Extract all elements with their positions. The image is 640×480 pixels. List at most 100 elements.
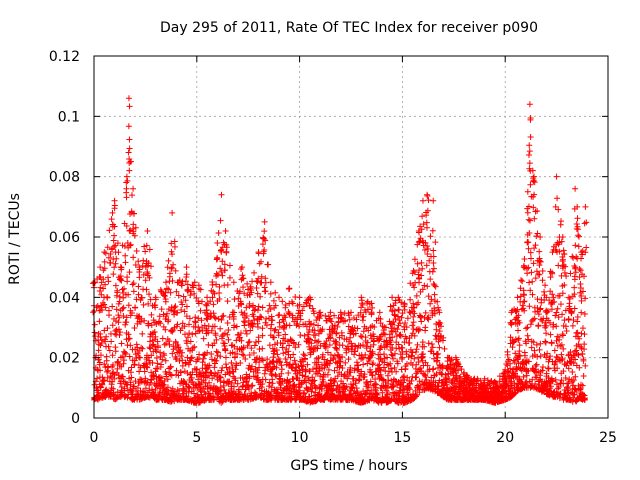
data-point — [352, 380, 359, 387]
data-point — [531, 215, 538, 222]
x-tick-label: 0 — [90, 430, 99, 446]
data-point — [112, 348, 119, 355]
data-point — [240, 379, 247, 386]
data-point — [260, 357, 267, 364]
data-point — [369, 372, 376, 379]
data-point — [279, 344, 286, 351]
data-point — [436, 344, 443, 351]
data-point — [526, 160, 533, 167]
data-point — [420, 242, 427, 249]
data-point — [574, 223, 581, 230]
data-point — [311, 310, 318, 317]
data-point — [367, 366, 374, 373]
data-point — [572, 185, 579, 192]
data-point — [296, 294, 303, 301]
data-point — [96, 307, 103, 314]
data-point — [184, 334, 191, 341]
data-point — [160, 323, 167, 330]
data-point — [549, 249, 556, 256]
data-point — [348, 309, 354, 316]
data-point — [262, 237, 269, 244]
data-point — [509, 337, 516, 344]
data-point — [221, 267, 228, 274]
data-point — [265, 261, 272, 268]
data-point — [358, 356, 365, 363]
data-point — [252, 306, 259, 313]
data-point — [282, 302, 289, 309]
data-point — [425, 340, 432, 347]
data-point — [151, 319, 158, 326]
data-point — [123, 194, 130, 201]
data-point — [539, 268, 546, 275]
data-point — [578, 330, 585, 337]
data-point — [228, 379, 235, 386]
data-point — [536, 248, 543, 255]
data-point — [525, 203, 532, 210]
data-point — [423, 224, 430, 231]
data-point — [142, 277, 149, 284]
data-point — [342, 386, 349, 393]
data-point — [581, 341, 588, 348]
data-point — [514, 294, 521, 301]
data-point — [190, 282, 197, 289]
data-point — [442, 371, 449, 378]
data-point — [153, 348, 160, 355]
data-point — [151, 329, 158, 336]
x-tick-label: 25 — [599, 430, 617, 446]
data-point — [385, 377, 392, 384]
data-point — [125, 291, 132, 298]
data-point — [126, 242, 133, 249]
data-point — [481, 375, 488, 382]
data-point — [160, 381, 167, 388]
data-point — [293, 322, 300, 329]
data-point — [265, 383, 272, 390]
data-point — [119, 286, 126, 293]
data-point — [111, 232, 118, 239]
data-point — [148, 311, 155, 318]
data-point — [312, 332, 319, 339]
data-point — [96, 318, 103, 325]
data-point — [216, 290, 223, 297]
data-point — [315, 338, 322, 345]
data-point — [137, 319, 144, 326]
data-point — [535, 271, 542, 278]
data-point — [128, 374, 135, 381]
data-point — [225, 336, 232, 343]
data-point — [415, 227, 422, 234]
data-point — [258, 356, 265, 363]
data-point — [123, 173, 130, 180]
data-point — [267, 306, 274, 313]
data-point — [448, 356, 455, 363]
data-point — [257, 313, 264, 320]
data-point — [204, 294, 211, 301]
data-point — [555, 314, 562, 321]
data-point — [536, 271, 543, 278]
data-point — [571, 273, 578, 280]
data-point — [278, 362, 285, 369]
data-point — [127, 227, 134, 234]
data-point — [128, 310, 135, 317]
data-point — [533, 374, 540, 381]
data-point — [206, 390, 213, 397]
data-point — [348, 346, 355, 353]
data-point — [217, 325, 224, 332]
data-point — [555, 384, 562, 391]
data-point — [191, 390, 198, 397]
data-point — [128, 158, 135, 165]
data-point — [389, 294, 396, 301]
data-point — [316, 313, 323, 320]
data-point — [572, 242, 579, 249]
data-point — [520, 305, 527, 312]
data-point — [176, 348, 183, 355]
data-point — [297, 387, 304, 394]
data-point — [151, 343, 158, 350]
data-point — [507, 360, 514, 367]
data-point — [279, 298, 286, 305]
data-point — [126, 335, 133, 342]
data-point — [575, 243, 582, 250]
data-point — [251, 389, 258, 396]
data-point — [430, 253, 437, 260]
data-point — [215, 369, 222, 376]
data-point — [276, 294, 283, 301]
data-point — [111, 205, 118, 212]
